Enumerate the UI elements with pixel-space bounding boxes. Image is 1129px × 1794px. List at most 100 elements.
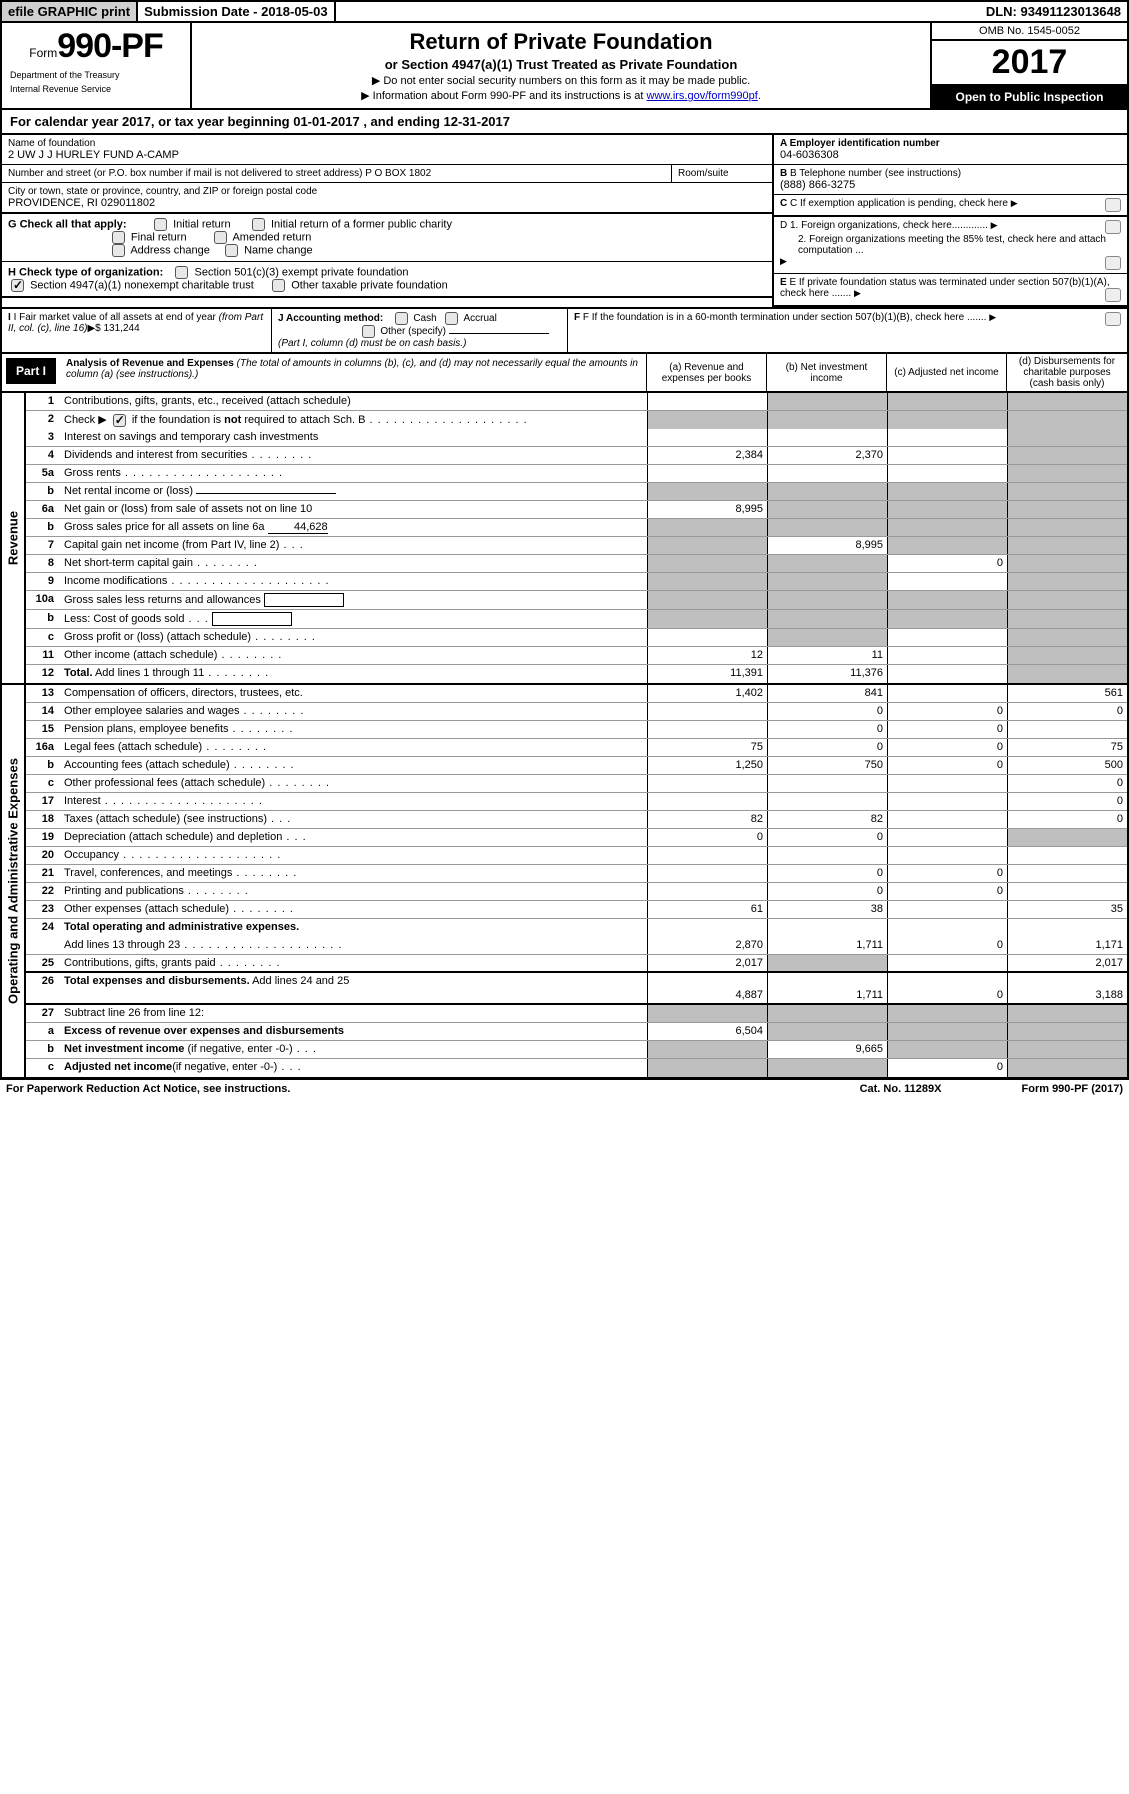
cb-60-month[interactable] — [1105, 312, 1121, 326]
form-title: Return of Private Foundation — [200, 29, 922, 55]
line-9: 9Income modifications — [26, 573, 1127, 591]
line-13: 13Compensation of officers, directors, t… — [26, 685, 1127, 703]
ein-cell: A Employer identification number 04-6036… — [774, 135, 1127, 165]
cb-other-method[interactable] — [362, 325, 375, 338]
section-c: C C If exemption application is pending,… — [774, 195, 1127, 217]
cb-foreign-org[interactable] — [1105, 220, 1121, 234]
line-14: 14Other employee salaries and wages000 — [26, 703, 1127, 721]
col-b-header: (b) Net investment income — [767, 354, 887, 391]
line-10a-input[interactable] — [264, 593, 344, 607]
revenue-side-label: Revenue — [2, 393, 26, 683]
line-27a: aExcess of revenue over expenses and dis… — [26, 1023, 1127, 1041]
cb-initial-return[interactable] — [154, 218, 167, 231]
expenses-side-label: Operating and Administrative Expenses — [2, 685, 26, 1077]
line-6b-value: 44,628 — [268, 521, 328, 534]
line-5b: bNet rental income or (loss) — [26, 483, 1127, 501]
calendar-year-line: For calendar year 2017, or tax year begi… — [0, 110, 1129, 135]
dept-treasury: Department of the Treasury — [10, 70, 182, 80]
line-7: 7Capital gain net income (from Part IV, … — [26, 537, 1127, 555]
line-17: 17Interest0 — [26, 793, 1127, 811]
line-25: 25Contributions, gifts, grants paid2,017… — [26, 955, 1127, 973]
line-16b: bAccounting fees (attach schedule)1,2507… — [26, 757, 1127, 775]
cb-accrual[interactable] — [445, 312, 458, 325]
line-4: 4Dividends and interest from securities2… — [26, 447, 1127, 465]
efile-print-btn[interactable]: efile GRAPHIC print — [2, 2, 138, 21]
line-3: 3Interest on savings and temporary cash … — [26, 429, 1127, 447]
line-10a: 10aGross sales less returns and allowanc… — [26, 591, 1127, 610]
line-6a: 6aNet gain or (loss) from sale of assets… — [26, 501, 1127, 519]
line-26: 26Total expenses and disbursements. Add … — [26, 973, 1127, 1005]
line-11: 11Other income (attach schedule)1211 — [26, 647, 1127, 665]
line-20: 20Occupancy — [26, 847, 1127, 865]
form-header: Form990-PF Department of the Treasury In… — [0, 23, 1129, 110]
cb-final-return[interactable] — [112, 231, 125, 244]
line-12: 12Total. Add lines 1 through 1111,39111,… — [26, 665, 1127, 683]
catalog-number: Cat. No. 11289X — [860, 1083, 942, 1095]
col-a-header: (a) Revenue and expenses per books — [647, 354, 767, 391]
cb-address-change[interactable] — [112, 244, 125, 257]
identification-grid: Name of foundation 2 UW J J HURLEY FUND … — [0, 135, 1129, 309]
section-f: F F If the foundation is in a 60-month t… — [568, 309, 1127, 352]
omb-number: OMB No. 1545-0052 — [932, 23, 1127, 41]
page-footer: For Paperwork Reduction Act Notice, see … — [0, 1079, 1129, 1098]
line-16c: cOther professional fees (attach schedul… — [26, 775, 1127, 793]
cb-initial-return-former[interactable] — [252, 218, 265, 231]
header-right-block: OMB No. 1545-0052 2017 Open to Public In… — [932, 23, 1127, 108]
cb-other-taxable[interactable] — [272, 279, 285, 292]
form-prefix: Form — [29, 46, 57, 60]
line-1: 1Contributions, gifts, grants, etc., rec… — [26, 393, 1127, 411]
line-10b-input[interactable] — [212, 612, 292, 626]
cb-sch-b[interactable] — [113, 414, 126, 427]
instructions-note: ▶ Information about Form 990-PF and its … — [200, 89, 922, 102]
cb-foreign-85[interactable] — [1105, 256, 1121, 270]
telephone: (888) 866-3275 — [780, 179, 855, 191]
header-title-block: Return of Private Foundation or Section … — [192, 23, 932, 108]
line-10b: bLess: Cost of goods sold — [26, 610, 1127, 629]
expenses-section: Operating and Administrative Expenses 13… — [0, 685, 1129, 1079]
city-state-zip: PROVIDENCE, RI 029011802 — [8, 197, 155, 209]
line-27: 27Subtract line 26 from line 12: — [26, 1005, 1127, 1023]
street-address: P O BOX 1802 — [365, 168, 431, 179]
open-to-public: Open to Public Inspection — [932, 86, 1127, 108]
form-subtitle: or Section 4947(a)(1) Trust Treated as P… — [200, 57, 922, 72]
line-15: 15Pension plans, employee benefits00 — [26, 721, 1127, 739]
cb-exemption-pending[interactable] — [1105, 198, 1121, 212]
cb-name-change[interactable] — [225, 244, 238, 257]
dln: DLN: 93491123013648 — [980, 2, 1127, 21]
form-footer: Form 990-PF (2017) — [1022, 1083, 1124, 1095]
cb-4947a1[interactable] — [11, 279, 24, 292]
instructions-link[interactable]: www.irs.gov/form990pf — [647, 90, 758, 102]
paperwork-notice: For Paperwork Reduction Act Notice, see … — [6, 1083, 290, 1095]
form-id-block: Form990-PF Department of the Treasury In… — [2, 23, 192, 108]
cb-amended-return[interactable] — [214, 231, 227, 244]
part1-desc: Analysis of Revenue and Expenses (The to… — [60, 354, 646, 391]
cb-cash[interactable] — [395, 312, 408, 325]
foundation-name-cell: Name of foundation 2 UW J J HURLEY FUND … — [2, 135, 772, 165]
room-suite-cell: Room/suite — [672, 165, 772, 182]
tax-year: 2017 — [932, 41, 1127, 86]
section-h: H Check type of organization: Section 50… — [2, 262, 772, 298]
part1-tag: Part I — [6, 358, 56, 384]
topbar: efile GRAPHIC print Submission Date - 20… — [0, 0, 1129, 23]
ijf-row: I I Fair market value of all assets at e… — [0, 309, 1129, 354]
street-address-cell: Number and street (or P.O. box number if… — [2, 165, 672, 182]
line-5a: 5aGross rents — [26, 465, 1127, 483]
part1-header: Part I Analysis of Revenue and Expenses … — [0, 354, 1129, 393]
cb-status-terminated[interactable] — [1105, 288, 1121, 302]
line-19: 19Depreciation (attach schedule) and dep… — [26, 829, 1127, 847]
line-24: Add lines 13 through 232,8701,71101,171 — [26, 937, 1127, 955]
section-j: J Accounting method: Cash Accrual Other … — [272, 309, 568, 352]
line-21: 21Travel, conferences, and meetings00 — [26, 865, 1127, 883]
city-state-zip-cell: City or town, state or province, country… — [2, 183, 772, 214]
ssn-warning: ▶ Do not enter social security numbers o… — [200, 74, 922, 87]
revenue-section: Revenue 1Contributions, gifts, grants, e… — [0, 393, 1129, 685]
section-e: E E If private foundation status was ter… — [774, 274, 1127, 307]
line-10c: cGross profit or (loss) (attach schedule… — [26, 629, 1127, 647]
section-g: G Check all that apply: Initial return I… — [2, 214, 772, 262]
cb-501c3[interactable] — [175, 266, 188, 279]
section-i: I I Fair market value of all assets at e… — [2, 309, 272, 352]
fmv-assets: ▶$ 131,244 — [87, 323, 139, 334]
line-18: 18Taxes (attach schedule) (see instructi… — [26, 811, 1127, 829]
line-23: 23Other expenses (attach schedule)613835 — [26, 901, 1127, 919]
col-d-header: (d) Disbursements for charitable purpose… — [1007, 354, 1127, 391]
